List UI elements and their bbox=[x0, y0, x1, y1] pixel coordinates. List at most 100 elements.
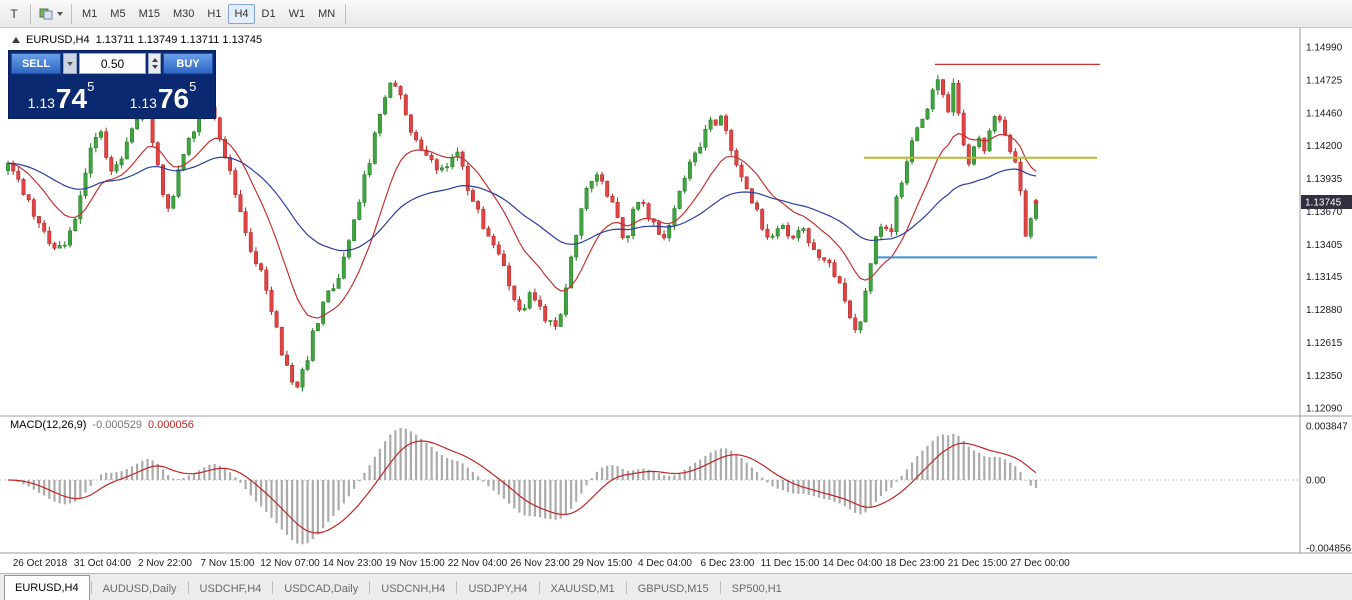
svg-text:19 Nov 15:00: 19 Nov 15:00 bbox=[385, 558, 445, 569]
svg-text:14 Dec 04:00: 14 Dec 04:00 bbox=[823, 558, 883, 569]
timeframe-m15[interactable]: M15 bbox=[138, 7, 160, 20]
tab-xauusd-m1[interactable]: XAUUSD,M1 bbox=[550, 583, 615, 595]
main-toolbar: T M1 M5 M15 M30 H1 H4 D1 W1 MN bbox=[0, 0, 1352, 28]
macd-axis-labels: 0.003847 0.00 -0.004856 bbox=[1306, 422, 1351, 555]
trade-controls-row: SELL BUY bbox=[11, 53, 213, 74]
svg-text:-0.004856: -0.004856 bbox=[1306, 544, 1351, 555]
tab-usdjpy-h4[interactable]: USDJPY,H4 bbox=[468, 583, 528, 595]
sell-price-pip: 5 bbox=[87, 79, 95, 94]
svg-text:1.13670: 1.13670 bbox=[1306, 207, 1343, 218]
tab-separator bbox=[456, 580, 458, 594]
tab-separator bbox=[625, 580, 627, 594]
volume-spinner-up-icon[interactable] bbox=[151, 57, 158, 62]
svg-text:22 Nov 04:00: 22 Nov 04:00 bbox=[448, 558, 508, 569]
tab-usdcnh-h4[interactable]: USDCNH,H4 bbox=[381, 583, 446, 595]
svg-text:1.13935: 1.13935 bbox=[1306, 174, 1343, 185]
chart-title: EURUSD,H4 1.13711 1.13749 1.13711 1.1374… bbox=[12, 34, 262, 46]
macd-signal-line bbox=[7, 440, 1037, 534]
svg-text:7 Nov 15:00: 7 Nov 15:00 bbox=[201, 558, 255, 569]
candles bbox=[6, 75, 1038, 392]
chart-tabbar: EURUSD,H4 AUDUSD,Daily USDCHF,H4 USDCAD,Dai… bbox=[0, 573, 1352, 600]
price-axis[interactable] bbox=[1301, 28, 1352, 553]
current-price-text: 1.13745 bbox=[1305, 198, 1342, 209]
volume-input[interactable] bbox=[79, 53, 146, 74]
svg-text:0.003847: 0.003847 bbox=[1306, 422, 1348, 433]
text-tool-glyph: T bbox=[10, 6, 18, 21]
tab-sp500-h1[interactable]: SP500,H1 bbox=[731, 583, 782, 595]
svg-text:1.14460: 1.14460 bbox=[1306, 109, 1343, 120]
macd-main-value: -0.000529 bbox=[92, 419, 142, 431]
tab-separator bbox=[90, 580, 92, 594]
timeframe-h1[interactable]: H1 bbox=[207, 7, 222, 20]
timeframe-h4[interactable]: H4 bbox=[228, 3, 255, 24]
timeframe-m30[interactable]: M30 bbox=[172, 7, 195, 20]
toolbar-separator bbox=[71, 3, 72, 24]
svg-text:4 Dec 04:00: 4 Dec 04:00 bbox=[638, 558, 692, 569]
svg-text:1.13145: 1.13145 bbox=[1306, 272, 1343, 283]
ma-line-14 bbox=[7, 132, 1037, 319]
svg-text:21 Dec 15:00: 21 Dec 15:00 bbox=[948, 558, 1008, 569]
tab-eurusd-h4[interactable]: EURUSD,H4 bbox=[4, 575, 90, 600]
buy-price-pip: 5 bbox=[189, 79, 197, 94]
sell-button[interactable]: SELL bbox=[11, 53, 61, 74]
timeframe-mn[interactable]: MN bbox=[318, 7, 336, 20]
timeframe-m1[interactable]: M1 bbox=[82, 7, 98, 20]
templates-dropdown-caret bbox=[57, 11, 63, 16]
chart-ohlc-values: 1.13711 1.13749 1.13711 1.13745 bbox=[95, 34, 263, 46]
ma-line-45 bbox=[7, 156, 1037, 252]
svg-text:1.12615: 1.12615 bbox=[1306, 338, 1343, 349]
sell-price-big: 74 bbox=[55, 83, 88, 115]
price-axis-labels: 1.14990 1.14725 1.14460 1.14200 1.13935 1.136… bbox=[1306, 43, 1343, 415]
timeframe-group: M1 M5 M15 M30 H1 H4 D1 W1 MN bbox=[76, 3, 341, 24]
macd-signal-value: 0.000056 bbox=[147, 419, 194, 431]
svg-text:12 Nov 07:00: 12 Nov 07:00 bbox=[260, 558, 320, 569]
tab-separator bbox=[719, 580, 721, 594]
tab-gbpusd-m15[interactable]: GBPUSD,M15 bbox=[637, 583, 709, 595]
svg-text:1.14200: 1.14200 bbox=[1306, 141, 1343, 152]
timeframe-w1[interactable]: W1 bbox=[288, 7, 306, 20]
svg-text:27 Dec 00:00: 27 Dec 00:00 bbox=[1010, 558, 1070, 569]
level-lines bbox=[864, 63, 1100, 259]
last-price-dot bbox=[1033, 199, 1039, 205]
macd-plot-area[interactable] bbox=[0, 417, 1300, 552]
macd-histogram bbox=[12, 428, 1038, 545]
svg-text:26 Oct 2018: 26 Oct 2018 bbox=[13, 558, 68, 569]
sell-price[interactable]: 1.13 74 5 bbox=[11, 76, 111, 116]
tab-separator bbox=[369, 580, 371, 594]
buy-price[interactable]: 1.13 76 5 bbox=[113, 76, 213, 116]
svg-text:2 Nov 22:00: 2 Nov 22:00 bbox=[138, 558, 192, 569]
svg-text:6 Dec 23:00: 6 Dec 23:00 bbox=[701, 558, 755, 569]
time-axis-labels: 26 Oct 2018 31 Oct 04:00 2 Nov 22:00 7 Nov … bbox=[13, 558, 1070, 569]
timeframe-m5[interactable]: M5 bbox=[110, 7, 126, 20]
buy-price-prefix: 1.13 bbox=[129, 95, 157, 112]
tab-separator bbox=[538, 580, 540, 594]
one-click-trading-panel: SELL BUY 1.13 74 5 1.13 76 5 bbox=[8, 50, 216, 119]
templates-icon[interactable] bbox=[35, 3, 67, 25]
buy-button[interactable]: BUY bbox=[163, 53, 213, 74]
svg-text:1.14725: 1.14725 bbox=[1306, 76, 1343, 87]
text-tool-icon[interactable]: T bbox=[2, 3, 26, 25]
tab-usdcad-daily[interactable]: USDCAD,Daily bbox=[284, 583, 359, 595]
svg-text:0.00: 0.00 bbox=[1306, 476, 1326, 487]
timeframe-d1[interactable]: D1 bbox=[261, 7, 276, 20]
svg-text:18 Dec 23:00: 18 Dec 23:00 bbox=[885, 558, 945, 569]
svg-text:26 Nov 23:00: 26 Nov 23:00 bbox=[510, 558, 570, 569]
chart-plot-area[interactable] bbox=[0, 28, 1300, 416]
volume-dropdown[interactable] bbox=[63, 53, 77, 74]
svg-text:14 Nov 23:00: 14 Nov 23:00 bbox=[323, 558, 383, 569]
volume-dropdown-caret bbox=[67, 61, 73, 66]
templates-glyph bbox=[39, 8, 53, 19]
tab-audusd-daily[interactable]: AUDUSD,Daily bbox=[102, 583, 177, 595]
tab-usdchf-h4[interactable]: USDCHF,H4 bbox=[199, 583, 262, 595]
svg-text:1.12350: 1.12350 bbox=[1306, 371, 1343, 382]
chart-symbol-period: EURUSD,H4 bbox=[26, 34, 90, 46]
current-price-badge bbox=[1301, 195, 1352, 209]
tab-separator bbox=[187, 580, 189, 594]
trade-prices-row: 1.13 74 5 1.13 76 5 bbox=[11, 76, 213, 116]
volume-spinner bbox=[148, 53, 161, 74]
volume-spinner-down-icon[interactable] bbox=[151, 65, 158, 70]
svg-text:11 Dec 15:00: 11 Dec 15:00 bbox=[761, 558, 820, 569]
time-axis[interactable] bbox=[0, 554, 1300, 572]
